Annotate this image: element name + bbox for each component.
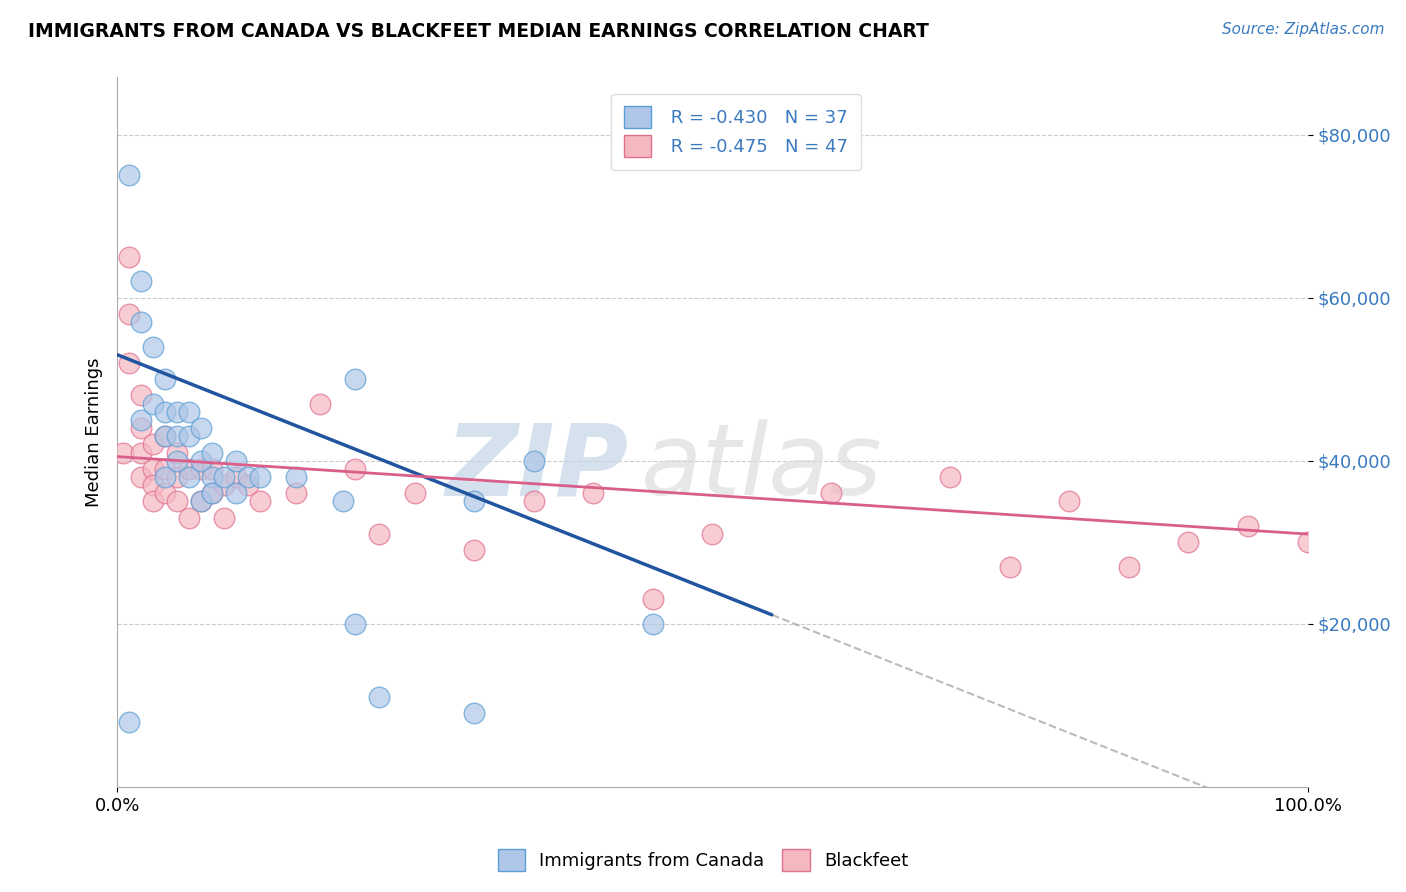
Point	[225, 486, 247, 500]
Point	[820, 486, 842, 500]
Point	[332, 494, 354, 508]
Point	[201, 470, 224, 484]
Point	[702, 527, 724, 541]
Point	[190, 494, 212, 508]
Point	[166, 429, 188, 443]
Point	[523, 453, 546, 467]
Point	[214, 478, 236, 492]
Point	[1059, 494, 1081, 508]
Point	[142, 478, 165, 492]
Point	[308, 396, 330, 410]
Y-axis label: Median Earnings: Median Earnings	[86, 358, 103, 507]
Point	[166, 494, 188, 508]
Point	[118, 356, 141, 370]
Point	[177, 405, 200, 419]
Point	[142, 494, 165, 508]
Point	[344, 372, 367, 386]
Point	[582, 486, 605, 500]
Point	[153, 470, 176, 484]
Point	[284, 470, 307, 484]
Point	[201, 445, 224, 459]
Text: atlas: atlas	[641, 419, 883, 516]
Point	[166, 470, 188, 484]
Point	[177, 462, 200, 476]
Point	[153, 405, 176, 419]
Point	[153, 429, 176, 443]
Text: IMMIGRANTS FROM CANADA VS BLACKFEET MEDIAN EARNINGS CORRELATION CHART: IMMIGRANTS FROM CANADA VS BLACKFEET MEDI…	[28, 22, 929, 41]
Point	[463, 543, 485, 558]
Point	[190, 494, 212, 508]
Point	[463, 494, 485, 508]
Point	[368, 690, 391, 705]
Point	[129, 315, 152, 329]
Point	[201, 462, 224, 476]
Point	[225, 453, 247, 467]
Point	[118, 307, 141, 321]
Point	[998, 559, 1021, 574]
Point	[236, 470, 259, 484]
Point	[641, 592, 664, 607]
Point	[939, 470, 962, 484]
Point	[201, 486, 224, 500]
Point	[284, 486, 307, 500]
Point	[177, 510, 200, 524]
Point	[641, 616, 664, 631]
Point	[118, 250, 141, 264]
Legend:  R = -0.430   N = 37,  R = -0.475   N = 47: R = -0.430 N = 37, R = -0.475 N = 47	[612, 94, 860, 170]
Point	[201, 486, 224, 500]
Point	[129, 274, 152, 288]
Point	[166, 453, 188, 467]
Text: ZIP: ZIP	[446, 419, 628, 516]
Point	[166, 405, 188, 419]
Point	[190, 462, 212, 476]
Point	[214, 470, 236, 484]
Point	[142, 462, 165, 476]
Point	[1118, 559, 1140, 574]
Point	[142, 437, 165, 451]
Point	[344, 616, 367, 631]
Point	[129, 445, 152, 459]
Point	[190, 421, 212, 435]
Point	[112, 445, 135, 459]
Point	[249, 494, 271, 508]
Point	[236, 478, 259, 492]
Point	[142, 396, 165, 410]
Legend: Immigrants from Canada, Blackfeet: Immigrants from Canada, Blackfeet	[491, 842, 915, 879]
Point	[249, 470, 271, 484]
Point	[1177, 535, 1199, 549]
Point	[214, 510, 236, 524]
Point	[190, 453, 212, 467]
Point	[129, 421, 152, 435]
Point	[153, 429, 176, 443]
Point	[177, 470, 200, 484]
Point	[344, 462, 367, 476]
Point	[404, 486, 426, 500]
Point	[225, 470, 247, 484]
Point	[523, 494, 546, 508]
Point	[129, 470, 152, 484]
Point	[177, 429, 200, 443]
Point	[129, 413, 152, 427]
Point	[153, 462, 176, 476]
Point	[463, 706, 485, 721]
Point	[1296, 535, 1319, 549]
Point	[142, 339, 165, 353]
Point	[153, 372, 176, 386]
Point	[153, 486, 176, 500]
Point	[118, 714, 141, 729]
Text: Source: ZipAtlas.com: Source: ZipAtlas.com	[1222, 22, 1385, 37]
Point	[1237, 519, 1260, 533]
Point	[166, 445, 188, 459]
Point	[118, 169, 141, 183]
Point	[368, 527, 391, 541]
Point	[129, 388, 152, 402]
